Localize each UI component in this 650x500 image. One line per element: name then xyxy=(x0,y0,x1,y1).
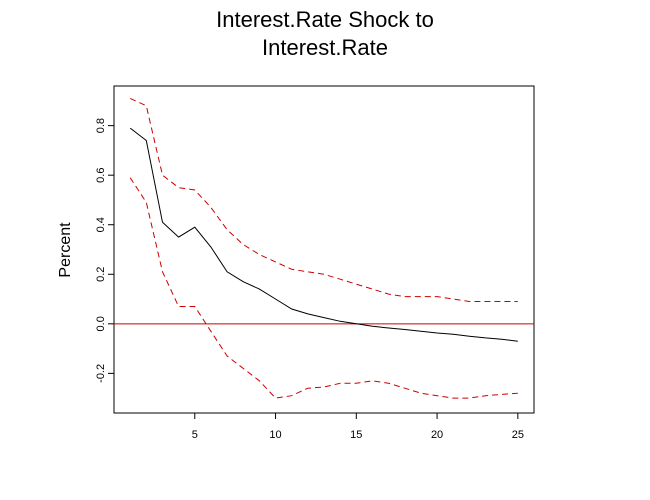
upper-bound-line xyxy=(129,97,518,302)
chart-title: Interest.Rate Shock to Interest.Rate xyxy=(0,6,650,62)
x-tick-label: 15 xyxy=(350,429,362,441)
x-tick-label: 10 xyxy=(269,429,281,441)
y-tick-label: 0.8 xyxy=(95,118,107,133)
x-tick-label: 20 xyxy=(431,429,443,441)
chart-title-line-1: Interest.Rate Shock to xyxy=(216,7,434,32)
x-tick-label: 5 xyxy=(192,429,198,441)
y-tick-label: 0.4 xyxy=(95,217,107,232)
lower-bound-line xyxy=(129,177,518,399)
y-tick-label: 0.0 xyxy=(95,316,107,331)
y-tick-label: 0.2 xyxy=(95,267,107,282)
y-tick-label: 0.6 xyxy=(95,168,107,183)
y-axis-label: Percent xyxy=(57,222,74,278)
x-tick-label: 25 xyxy=(512,429,524,441)
irf-line xyxy=(129,127,518,342)
y-tick-label: -0.2 xyxy=(95,364,107,383)
chart-title-line-2: Interest.Rate xyxy=(262,35,388,60)
plot-frame xyxy=(113,85,535,414)
